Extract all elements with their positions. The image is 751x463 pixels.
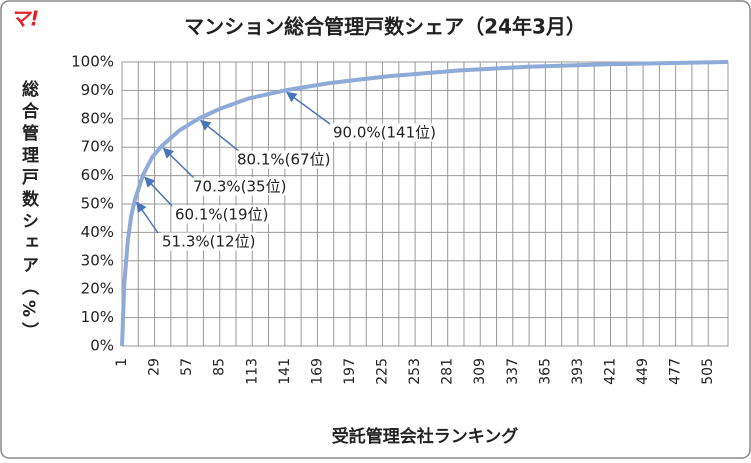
logo: マ! [10, 7, 39, 31]
x-tick-label: 253 [407, 358, 423, 385]
annotation-label: 60.1%(19位) [175, 206, 268, 224]
annotation-label: 70.3%(35位) [193, 178, 286, 196]
annotation-bg [161, 232, 257, 251]
x-tick-label: 225 [375, 358, 391, 385]
y-axis-label: 総合管理戸数シェア（%） [18, 79, 39, 344]
x-tick-label: 449 [635, 358, 651, 385]
y-tick-label: 20% [81, 280, 114, 298]
y-tick-label: 0% [90, 337, 114, 355]
y-tick-label: 40% [81, 223, 114, 241]
annotation-arrow [144, 176, 173, 207]
annotation-label: 80.1%(67位) [237, 151, 330, 169]
y-tick-label: 100% [71, 53, 114, 71]
line [120, 60, 729, 347]
annotation-arrow [285, 91, 331, 125]
x-tick-label: 1 [114, 358, 130, 367]
annotation-bg [332, 123, 437, 142]
x-tick-label: 141 [277, 358, 293, 385]
x-tick-label: 29 [147, 358, 163, 376]
x-tick-label: 169 [309, 358, 325, 385]
x-tick-label: 57 [179, 358, 195, 376]
x-tick-label: 309 [472, 358, 488, 385]
y-tick-label: 10% [81, 308, 114, 326]
y-tick-label: 30% [81, 251, 114, 269]
annotation-arrow [136, 201, 159, 234]
x-tick-label: 365 [537, 358, 553, 385]
x-axis-label: 受託管理会社ランキング [332, 426, 519, 447]
annotation-arrow [162, 147, 196, 180]
y-tick-label: 70% [81, 138, 114, 156]
x-tick-label: 281 [440, 358, 456, 385]
x-tick-label: 85 [212, 358, 228, 376]
x-tick-label: 477 [668, 358, 684, 385]
x-tick-label: 393 [570, 358, 586, 385]
x-tick-label: 337 [505, 358, 521, 385]
x-tick-label: 113 [244, 358, 260, 385]
x-tick-label: 197 [342, 358, 358, 385]
y-tick-label: 90% [81, 81, 114, 99]
annotation-bg [236, 150, 332, 169]
y-tick-label: 60% [81, 166, 114, 184]
y-tick-label: 80% [81, 109, 114, 127]
x-tick-label: 505 [700, 358, 716, 385]
annotation-arrow [199, 119, 241, 153]
y-tick-label: 50% [81, 195, 114, 213]
annotation-bg [174, 205, 270, 224]
x-tick-label: 421 [603, 358, 619, 385]
chart-title: マンション総合管理戸数シェア（24年3月） [184, 15, 586, 39]
annotation-label: 90.0%(141位) [333, 124, 436, 142]
annotation-bg [192, 177, 288, 196]
annotation-label: 51.3%(12位) [162, 233, 255, 251]
